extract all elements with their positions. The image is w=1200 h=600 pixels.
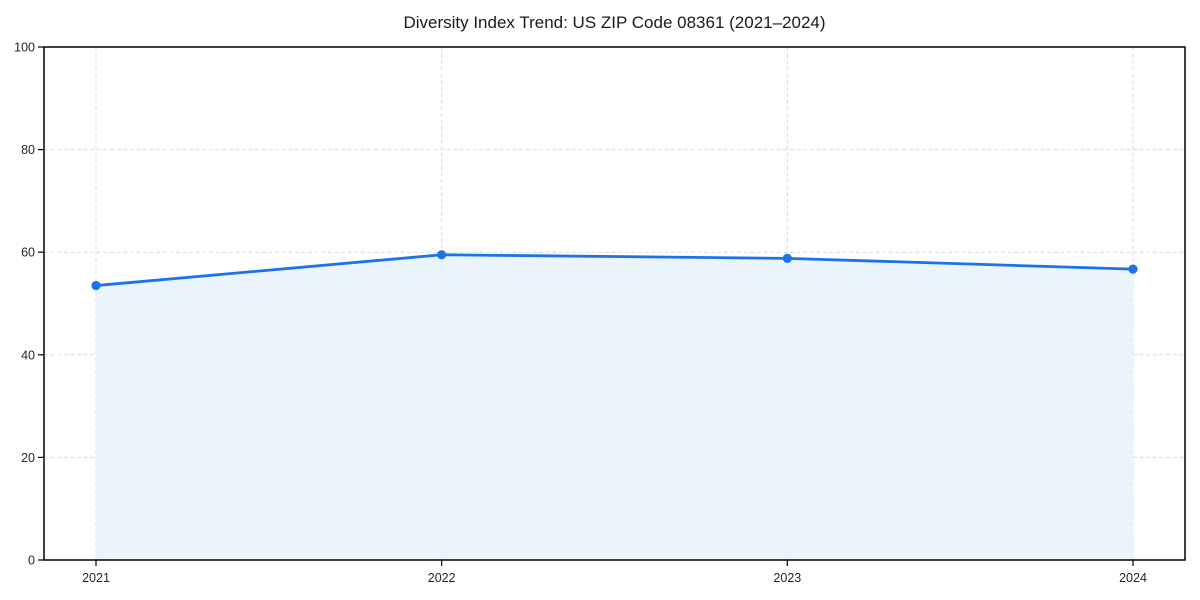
- y-tick-label: 60: [21, 246, 35, 260]
- data-point-2023: [782, 253, 792, 263]
- chart-title: Diversity Index Trend: US ZIP Code 08361…: [403, 13, 826, 32]
- y-tick-label: 20: [21, 451, 35, 465]
- area-fill: [96, 254, 1133, 560]
- data-point-2024: [1128, 264, 1138, 274]
- x-tick-label: 2023: [773, 571, 801, 585]
- x-tick-label: 2021: [82, 571, 110, 585]
- y-tick-label: 0: [28, 554, 35, 568]
- y-tick-label: 40: [21, 348, 35, 362]
- plot-border: [43, 46, 1186, 561]
- trend-line: [94, 253, 1135, 287]
- y-tick-label: 100: [14, 41, 35, 55]
- data-point-2021: [91, 280, 101, 291]
- y-tick-label: 80: [21, 143, 35, 157]
- x-tick-label: 2024: [1119, 571, 1147, 585]
- x-tick-label: 2022: [428, 571, 456, 585]
- data-point-2022: [437, 250, 447, 260]
